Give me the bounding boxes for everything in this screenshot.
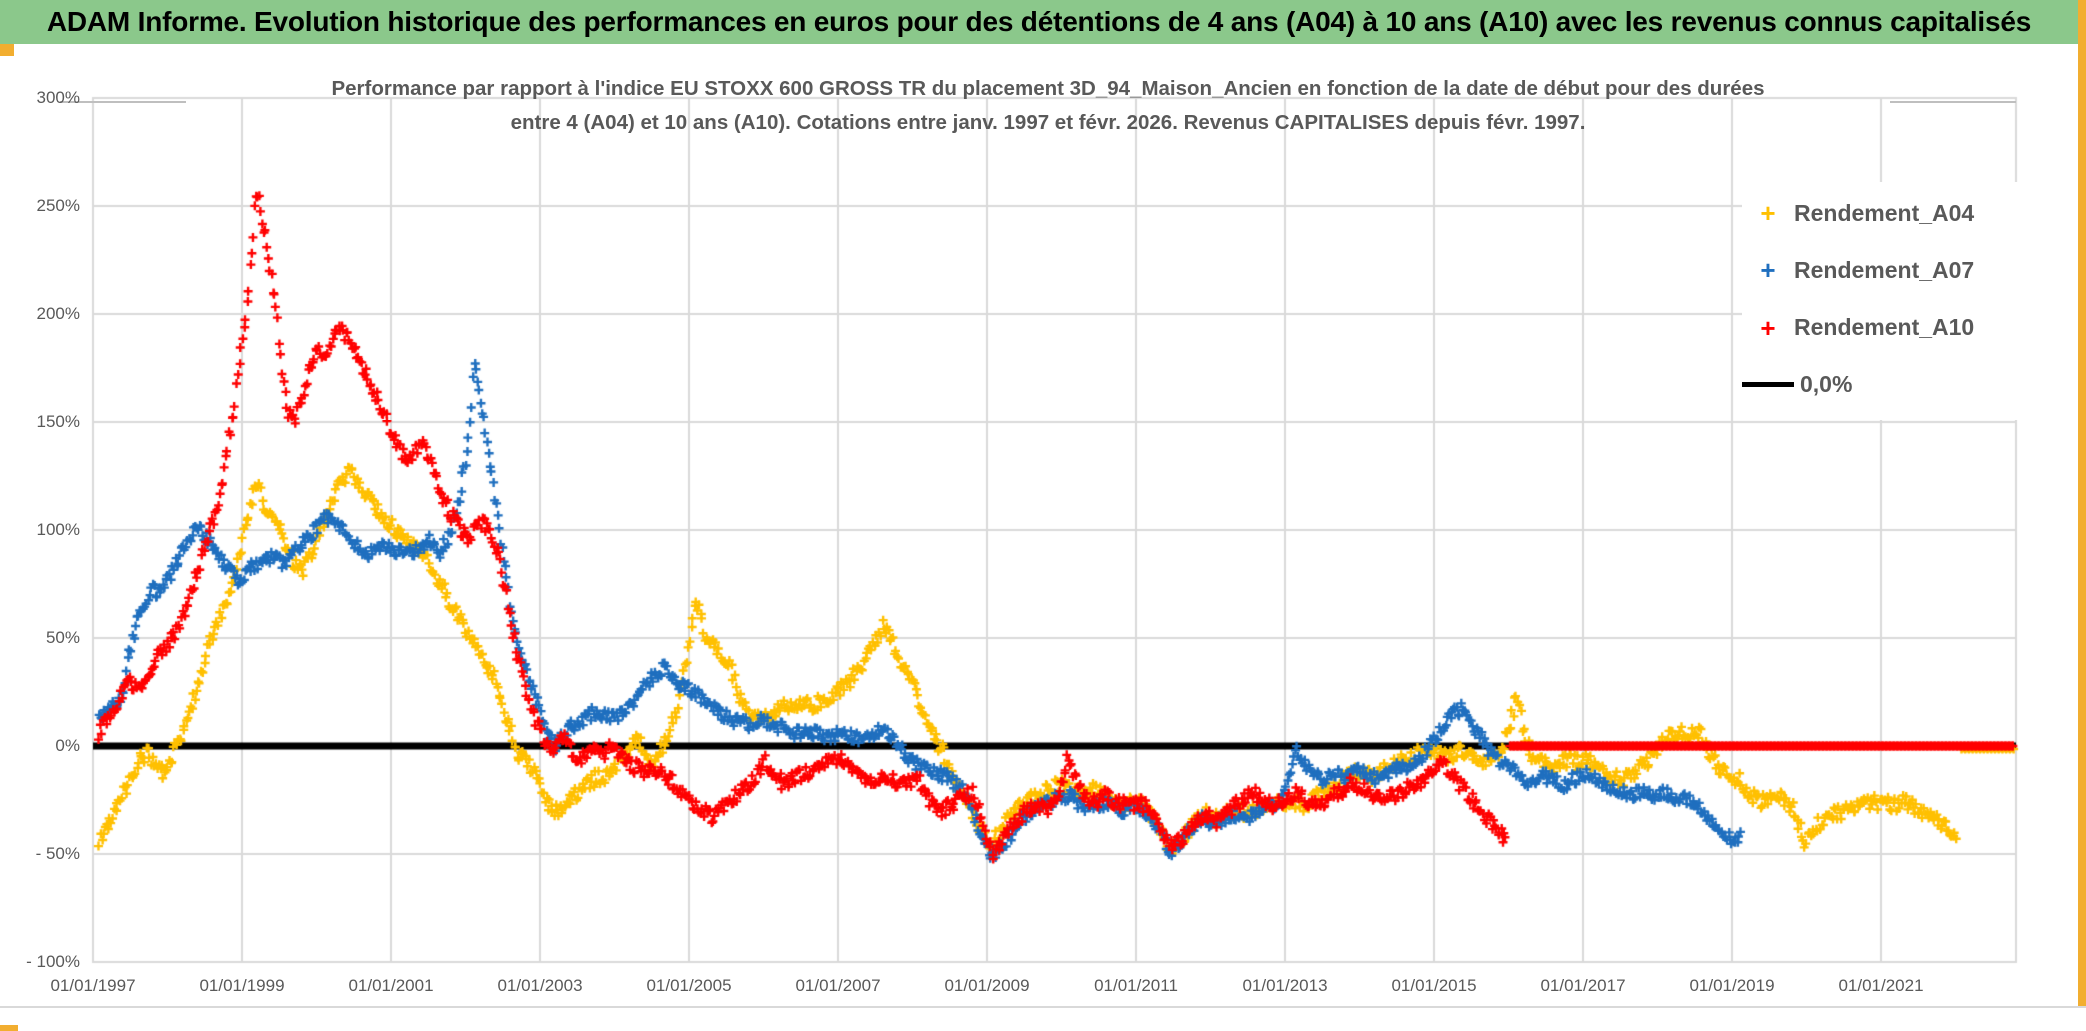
x-tick-label: 01/01/2005	[646, 976, 732, 995]
y-tick-label: 100%	[36, 520, 80, 539]
x-tick-label: 01/01/2001	[348, 976, 434, 995]
plus-marker-icon: +	[1760, 312, 1776, 343]
plus-marker-icon: +	[1760, 255, 1776, 286]
baseline-line-icon	[1742, 382, 1794, 388]
chart-title: Performance par rapport à l'indice EU ST…	[120, 72, 1976, 140]
y-tick-label: 250%	[36, 196, 80, 215]
legend-item-rendement-a07: + Rendement_A07	[1742, 245, 2030, 295]
chart-title-line2: entre 4 (A04) et 10 ans (A10). Cotations…	[510, 111, 1586, 134]
y-tick-label: - 50%	[35, 844, 80, 863]
x-tick-label: 01/01/2009	[944, 976, 1030, 995]
x-tick-label: 01/01/2019	[1689, 976, 1775, 995]
legend-item-rendement-a10: + Rendement_A10	[1742, 303, 2030, 353]
legend-label: 0,0%	[1800, 371, 1853, 398]
legend-item-baseline: 0,0%	[1742, 360, 2030, 410]
legend-label: Rendement_A10	[1794, 314, 1975, 341]
title-leader-line-left	[60, 101, 186, 103]
x-tick-label: 01/01/2015	[1391, 976, 1477, 995]
y-tick-label: - 100%	[26, 952, 80, 971]
x-tick-label: 01/01/2013	[1242, 976, 1328, 995]
y-tick-label: 300%	[36, 88, 80, 107]
legend-label: Rendement_A07	[1794, 256, 1975, 283]
plus-marker-icon: +	[1760, 198, 1776, 228]
x-tick-label: 01/01/2021	[1838, 976, 1924, 995]
y-tick-label: 200%	[36, 304, 80, 323]
x-tick-label: 01/01/2007	[795, 976, 881, 995]
y-tick-label: 50%	[45, 628, 80, 647]
x-tick-label: 01/01/1999	[199, 976, 285, 995]
title-leader-line-right	[1890, 101, 2016, 103]
chart-title-line1: Performance par rapport à l'indice EU ST…	[331, 77, 1765, 100]
legend-item-rendement-a04: + Rendement_A04	[1742, 188, 2030, 238]
y-tick-label: 150%	[36, 412, 80, 431]
x-tick-label: 01/01/2003	[497, 976, 583, 995]
legend-label: Rendement_A04	[1794, 199, 1975, 226]
y-tick-label: 0%	[55, 736, 80, 755]
x-tick-label: 01/01/2011	[1094, 976, 1178, 995]
legend: + Rendement_A04 + Rendement_A07 + Rendem…	[1742, 182, 2030, 420]
x-tick-label: 01/01/2017	[1540, 976, 1626, 995]
x-tick-label: 01/01/1997	[50, 976, 136, 995]
